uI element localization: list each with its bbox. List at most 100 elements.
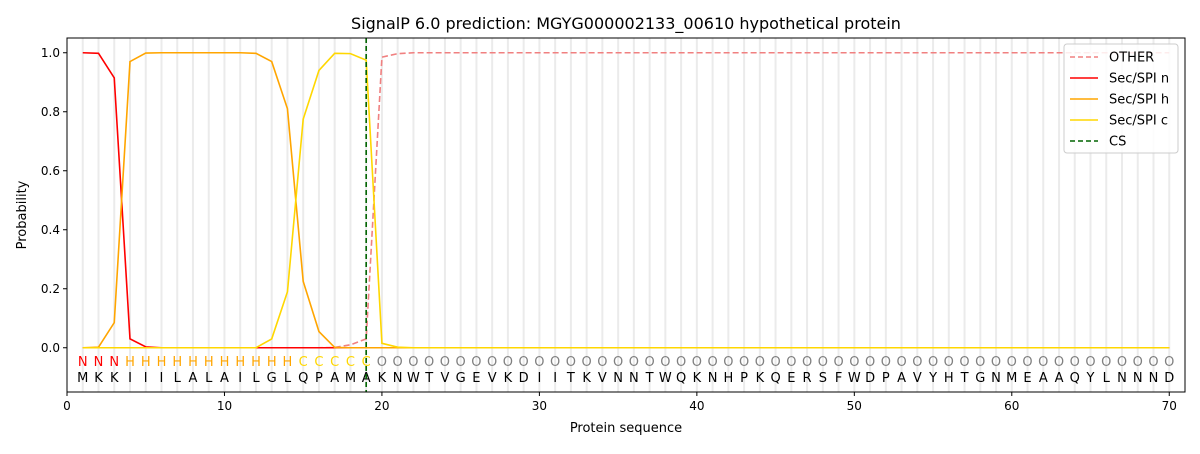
legend-entry: CS [1109,135,1126,150]
region-label: C [346,355,355,370]
region-label: H [235,355,245,370]
y-tick-label: 0.0 [41,341,60,355]
region-label: N [109,355,119,370]
x-tick-label: 50 [847,399,862,413]
y-axis-label: Probability [15,180,30,249]
y-tick-label: 0.4 [41,223,60,237]
region-label: O [865,355,875,370]
chart-title: SignalP 6.0 prediction: MGYG000002133_00… [351,14,901,34]
x-tick-label: 20 [374,399,389,413]
region-label: O [471,355,481,370]
y-tick-label: 0.2 [41,282,60,296]
region-label: O [393,355,403,370]
x-tick-label: 60 [1004,399,1019,413]
region-label: H [157,355,167,370]
region-label: H [204,355,214,370]
region-label: O [1148,355,1158,370]
legend-entry: Sec/SPI h [1109,93,1169,108]
region-label: H [220,355,230,370]
region-label: O [802,355,812,370]
region-label: H [283,355,293,370]
region-label: H [267,355,277,370]
region-label: O [597,355,607,370]
region-label: C [330,355,339,370]
region-label: O [550,355,560,370]
region-label: C [314,355,323,370]
region-label: N [78,355,88,370]
region-label: O [881,355,891,370]
region-label: O [645,355,655,370]
legend-entry: Sec/SPI c [1109,114,1168,129]
legend-box [1063,43,1179,154]
series-line-sec-spi-n [82,51,1170,349]
region-label: O [959,355,969,370]
residue-sequence: MKKIIILALAILGLQPAMAKNWTVGEVKDIITKVNNTWQK… [77,371,1174,386]
region-label: O [1007,355,1017,370]
region-label: O [755,355,765,370]
region-label: O [1133,355,1143,370]
region-label: N [94,355,104,370]
region-label: O [739,355,749,370]
x-tick-label: 70 [1162,399,1177,413]
legend: OTHER Sec/SPI n Sec/SPI h Sec/SPI c CS [1063,43,1179,154]
region-label: O [692,355,702,370]
region-label: O [896,355,906,370]
region-label: O [1117,355,1127,370]
series-line-other [82,51,1170,349]
region-label: O [408,355,418,370]
region-label: O [833,355,843,370]
region-label: O [944,355,954,370]
region-label: O [770,355,780,370]
region-label: O [487,355,497,370]
region-label: O [582,355,592,370]
region-label: O [676,355,686,370]
legend-entry: Sec/SPI n [1109,72,1169,87]
region-label: H [125,355,135,370]
y-tick-label: 1.0 [41,46,60,60]
region-label: O [975,355,985,370]
region-label: O [786,355,796,370]
region-label: O [707,355,717,370]
region-label: O [1054,355,1064,370]
series-line-sec-spi-h [82,51,1170,349]
region-label: O [818,355,828,370]
region-label: O [1070,355,1080,370]
x-tick-label: 0 [63,399,71,413]
x-tick-label: 10 [217,399,232,413]
region-label: C [362,355,371,370]
region-label: O [424,355,434,370]
y-tick-label: 0.8 [41,105,60,119]
region-label: O [1101,355,1111,370]
region-label: H [172,355,182,370]
region-label: O [377,355,387,370]
region-label: O [912,355,922,370]
region-label: O [1085,355,1095,370]
region-label: O [660,355,670,370]
region-label: H [188,355,198,370]
x-tick-label: 40 [689,399,704,413]
region-label: O [1022,355,1032,370]
plot-frame [66,37,1186,393]
region-label: O [928,355,938,370]
y-tick-label: 0.6 [41,164,60,178]
region-label: O [1038,355,1048,370]
region-label: O [629,355,639,370]
region-label: O [456,355,466,370]
region-label: O [1164,355,1174,370]
legend-entry: OTHER [1109,51,1154,66]
region-label: O [566,355,576,370]
region-label: O [613,355,623,370]
region-label: O [440,355,450,370]
region-label: O [991,355,1001,370]
region-label: O [519,355,529,370]
x-tick-label: 30 [532,399,547,413]
region-label: O [534,355,544,370]
region-label: C [299,355,308,370]
region-label: O [503,355,513,370]
x-axis-label: Protein sequence [570,421,682,436]
region-label: H [251,355,261,370]
region-label: O [723,355,733,370]
region-label: H [141,355,151,370]
